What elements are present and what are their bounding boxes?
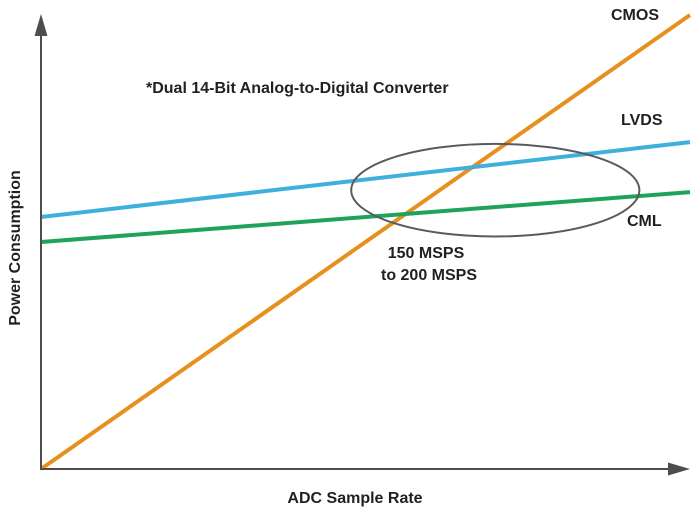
series-line-cmos — [39, 13, 692, 471]
series-line-lvds — [40, 140, 691, 219]
annotation-layer — [350, 142, 641, 238]
chart-note: *Dual 14-Bit Analog-to-Digital Converter — [146, 80, 449, 97]
series-label-lvds: LVDS — [621, 112, 663, 129]
annotation-line-2: to 200 MSPS — [381, 267, 477, 284]
series-label-cml: CML — [627, 213, 662, 230]
series-label-cmos: CMOS — [611, 7, 659, 24]
x-axis-title: ADC Sample Rate — [287, 490, 422, 507]
crossover-ellipse — [350, 142, 641, 238]
series-line-cml — [40, 190, 691, 244]
x-axis-arrow-icon — [668, 462, 690, 476]
y-axis-arrow-icon — [34, 14, 48, 36]
y-axis-title: Power Consumption — [7, 170, 24, 326]
axes-layer — [34, 14, 690, 476]
annotation-line-1: 150 MSPS — [388, 245, 465, 262]
series-layer — [39, 13, 692, 471]
